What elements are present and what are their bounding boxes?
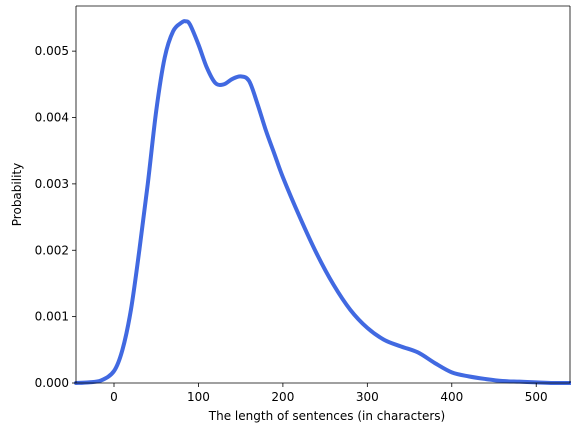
x-tick-label: 500 (525, 390, 548, 404)
y-tick-label: 0.005 (35, 44, 69, 58)
y-tick-label: 0.004 (35, 111, 69, 125)
density-line (74, 19, 571, 386)
x-tick-label: 300 (356, 390, 379, 404)
y-tick-label: 0.001 (35, 310, 69, 324)
x-tick-label: 100 (187, 390, 210, 404)
y-tick-label: 0.000 (35, 376, 69, 390)
x-axis-ticks: 0 100 200 300 400 500 (110, 383, 548, 404)
y-tick-label: 0.002 (35, 243, 69, 257)
y-axis-label: Probability (10, 163, 24, 226)
plot-area (74, 19, 571, 386)
y-tick-label: 0.003 (35, 177, 69, 191)
y-axis-ticks: 0.000 0.001 0.002 0.003 0.004 0.005 (35, 44, 76, 390)
x-tick-label: 0 (110, 390, 118, 404)
x-axis-label: The length of sentences (in characters) (208, 409, 445, 423)
x-tick-label: 200 (271, 390, 294, 404)
axes (75, 5, 571, 384)
x-tick-label: 400 (440, 390, 463, 404)
